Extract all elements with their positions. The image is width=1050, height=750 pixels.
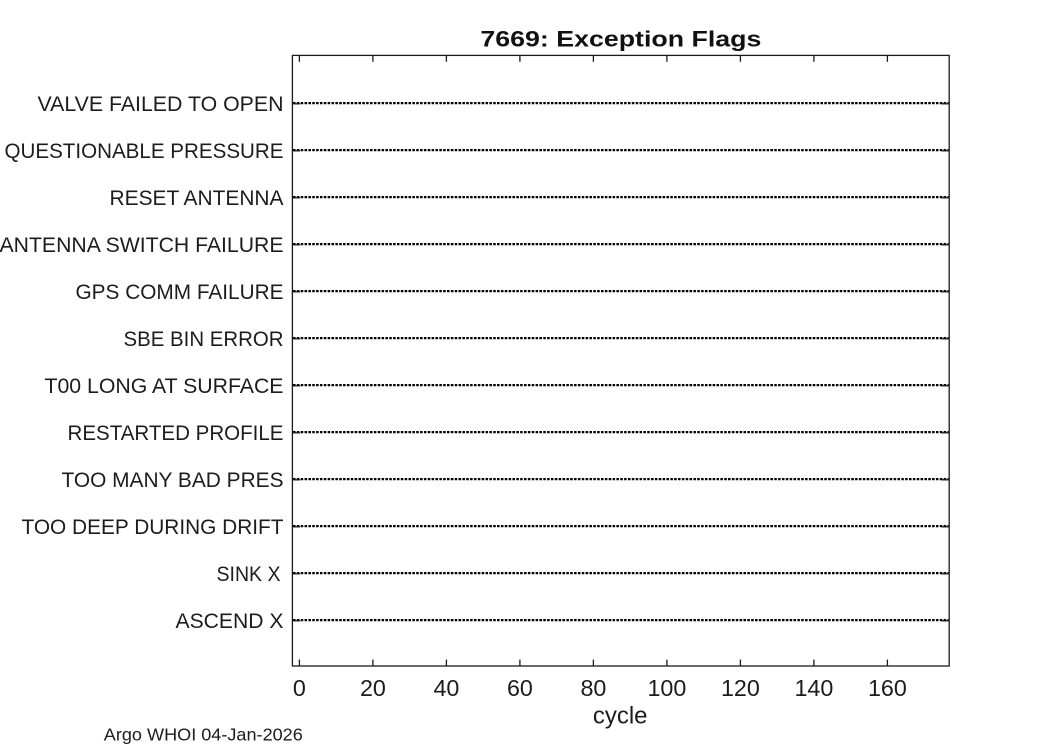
svg-text:QUESTIONABLE PRESSURE: QUESTIONABLE PRESSURE [5,140,284,163]
svg-text:ASCEND X: ASCEND X [176,610,284,633]
svg-text:40: 40 [433,675,459,701]
svg-text:0: 0 [293,675,306,701]
svg-text:T00 LONG AT SURFACE: T00 LONG AT SURFACE [45,375,284,398]
svg-text:RESTARTED PROFILE: RESTARTED PROFILE [68,422,284,445]
svg-text:TOO MANY BAD PRES: TOO MANY BAD PRES [62,469,284,492]
svg-text:7669: Exception Flags: 7669: Exception Flags [480,26,761,51]
svg-text:ANTENNA SWITCH FAILURE: ANTENNA SWITCH FAILURE [0,234,284,257]
svg-text:cycle: cycle [593,703,648,730]
svg-text:SBE BIN ERROR: SBE BIN ERROR [124,328,284,351]
svg-text:60: 60 [507,675,533,701]
svg-text:140: 140 [794,675,833,701]
svg-text:VALVE FAILED TO OPEN: VALVE FAILED TO OPEN [38,93,284,116]
svg-text:80: 80 [580,675,606,701]
svg-text:Argo WHOI 04-Jan-2026: Argo WHOI 04-Jan-2026 [104,725,303,745]
svg-text:20: 20 [360,675,386,701]
svg-text:GPS COMM FAILURE: GPS COMM FAILURE [76,281,284,304]
svg-text:TOO DEEP DURING DRIFT: TOO DEEP DURING DRIFT [22,516,284,539]
svg-text:120: 120 [721,675,760,701]
svg-text:RESET ANTENNA: RESET ANTENNA [110,187,284,210]
svg-text:160: 160 [868,675,907,701]
svg-text:100: 100 [647,675,686,701]
svg-text:SINK X: SINK X [217,563,281,586]
